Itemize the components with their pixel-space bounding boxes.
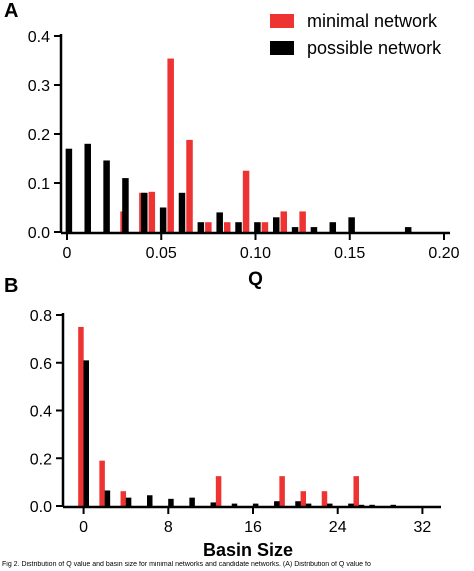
panel-b-minimal-bar [120, 491, 127, 506]
panel-a-x-tick-label: 0 [63, 245, 72, 262]
panel-a-legend-label: minimal network [307, 11, 438, 31]
panel-b-possible-bar [305, 503, 312, 506]
panel-b-minimal-bar [78, 326, 84, 506]
panel-b-possible-bar [125, 497, 132, 506]
panel-b-possible-bar [390, 504, 397, 506]
panel-a-y-tick-label: 0.2 [28, 127, 50, 144]
panel-b-y-tick-label: 0.8 [30, 308, 52, 325]
panel-a-y-tick-label: 0.4 [28, 29, 50, 46]
panel-b-y-tick-label: 0.0 [30, 499, 52, 516]
panel-a-possible-bar [122, 178, 129, 232]
panel-a-legend-swatch [270, 41, 294, 55]
panel-b-minimal-bar [279, 476, 285, 506]
panel-a-x-tick-label: 0.20 [428, 245, 459, 262]
panel-a-x-tick-label: 0.05 [146, 245, 177, 262]
panel-b-minimal-bar [300, 491, 307, 506]
panel-a-possible-bar [404, 227, 412, 232]
panel-a-possible-bar [329, 222, 337, 232]
panel-a-x-tick-label: 0.15 [334, 245, 365, 262]
panel-a-x-tick-label: 0.10 [240, 245, 271, 262]
panel-a-possible-bar [348, 217, 355, 232]
panel-label-a: A [4, 0, 19, 22]
panel-b-possible-bar [147, 495, 153, 506]
panel-a-minimal-bar [242, 170, 250, 232]
panel-a-possible-bar [197, 222, 205, 232]
panel-a-minimal-bar [223, 222, 231, 232]
panel-b-possible-bar [358, 504, 365, 506]
panel-a-minimal-bar [205, 222, 212, 232]
panel-b-possible-bar [348, 503, 354, 506]
panel-b-possible-bar [83, 360, 89, 506]
panel-a-legend-label: possible network [307, 38, 442, 58]
panel-a-possible-bar [84, 143, 91, 232]
panel-a-minimal-bar [299, 211, 306, 232]
panel-b-possible-bar [210, 502, 217, 506]
panel-b-y-tick-label: 0.2 [30, 451, 52, 468]
panel-b-x-tick-label: 16 [244, 519, 262, 536]
panel-a-minimal-bar [186, 139, 193, 232]
panel-a-possible-bar [235, 222, 242, 232]
panel-b-y-tick-label: 0.6 [30, 356, 52, 373]
panel-b-possible-bar [327, 503, 333, 506]
panel-a-possible-bar [159, 207, 167, 232]
panel-a-possible-bar [178, 192, 186, 232]
panel-b-x-tick-label: 32 [414, 519, 432, 536]
panel-a-minimal-bar [280, 211, 288, 232]
panel-a-possible-bar [216, 212, 223, 232]
panel-b-possible-bar [231, 503, 238, 506]
panel-a-possible-bar [254, 222, 261, 232]
panel-a-minimal-bar [167, 58, 174, 232]
panel-b-minimal-bar [215, 476, 222, 506]
panel-b-x-axis-label: Basin Size [203, 540, 293, 560]
panel-label-b: B [4, 275, 19, 297]
panel-a-x-axis-label: Q [248, 269, 263, 290]
panel-b-minimal-bar [99, 460, 105, 506]
panel-b-possible-bar [168, 498, 174, 506]
panel-a-y-tick-label: 0.0 [28, 225, 50, 242]
panel-a-possible-bar [141, 192, 148, 232]
panel-a-possible-bar [65, 148, 73, 232]
panel-b-possible-bar [189, 497, 195, 506]
panel-b-x-tick-label: 24 [329, 519, 347, 536]
panel-a-y-tick-label: 0.3 [28, 78, 50, 95]
panel-a-possible-bar [310, 227, 318, 232]
panel-b-possible-bar [274, 501, 280, 506]
panel-a-possible-bar [103, 160, 110, 232]
panel-b-x-tick-label: 0 [79, 519, 88, 536]
figure-caption: Fig 2. Distribution of Q value and basin… [2, 561, 371, 568]
panel-b-y-tick-label: 0.4 [30, 404, 52, 421]
panel-a-minimal-bar [148, 191, 156, 232]
panel-b-minimal-bar [353, 476, 359, 506]
panel-b-possible-bar [295, 501, 301, 506]
panel-b-possible-bar [252, 503, 259, 506]
panel-b-possible-bar [104, 490, 111, 506]
panel-a-y-tick-label: 0.1 [28, 176, 50, 193]
panel-b-x-tick-label: 8 [164, 519, 173, 536]
panel-b-possible-bar [369, 504, 375, 506]
panel-a-legend-swatch [270, 14, 294, 28]
panel-a-minimal-bar [261, 222, 269, 232]
panel-a-possible-bar [291, 227, 299, 232]
panel-a-possible-bar [272, 217, 280, 232]
panel-b-minimal-bar [321, 491, 328, 506]
